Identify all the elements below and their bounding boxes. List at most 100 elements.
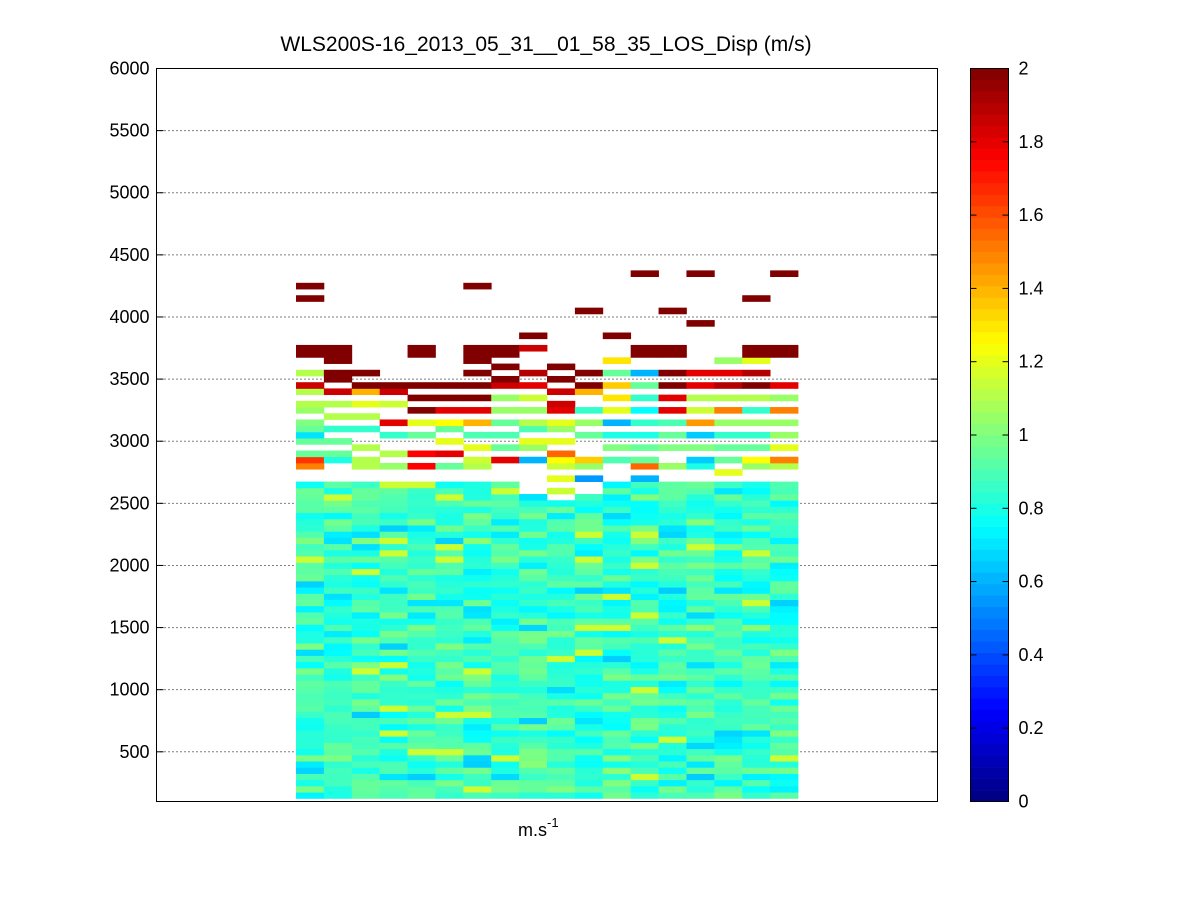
heatmap-cell — [547, 655, 576, 663]
heatmap-cell — [407, 494, 436, 501]
heatmap-cell — [351, 518, 381, 526]
heatmap-cell — [463, 785, 492, 793]
heatmap-cell — [658, 487, 687, 495]
heatmap-cell — [379, 680, 408, 687]
heatmap-cell — [519, 667, 548, 675]
heatmap-cell — [407, 686, 436, 694]
heatmap-cell — [351, 754, 381, 762]
heatmap-cell — [519, 525, 548, 532]
heatmap-cell — [770, 394, 799, 402]
heatmap-cell — [463, 761, 492, 768]
heatmap-cell — [351, 680, 381, 687]
heatmap-cell — [407, 549, 436, 557]
heatmap-cell — [770, 785, 799, 793]
heatmap-cell — [519, 761, 548, 768]
heatmap-cell — [547, 400, 576, 408]
heatmap-cell — [742, 295, 771, 302]
heatmap-cell — [547, 500, 576, 507]
heatmap-cell — [630, 382, 659, 389]
colorbar-segment — [970, 606, 1009, 619]
heatmap-cell — [379, 568, 408, 576]
heatmap-cell — [547, 630, 576, 638]
heatmap-cell — [351, 655, 381, 663]
y-tick-label: 1000 — [109, 680, 149, 700]
heatmap-cell — [658, 481, 687, 489]
heatmap-cell — [351, 369, 381, 377]
heatmap-cell — [686, 382, 715, 389]
heatmap-cell — [379, 736, 408, 743]
heatmap-cell — [602, 792, 632, 799]
heatmap-cell — [407, 624, 436, 632]
heatmap-cell — [630, 512, 659, 520]
heatmap-cell — [770, 692, 799, 700]
heatmap-cell — [574, 568, 604, 576]
heatmap-cell — [770, 792, 799, 799]
heatmap-cell — [519, 618, 548, 625]
heatmap-cell — [770, 580, 799, 588]
heatmap-cell — [491, 344, 520, 358]
heatmap-cell — [435, 506, 464, 514]
heatmap-cell — [574, 692, 604, 700]
heatmap-cell — [547, 779, 576, 787]
colorbar-ticks: 0 0.2 0.4 0.6 0.8 1 1.2 1.4 1.6 1.8 2 — [970, 59, 1044, 812]
heatmap-cell — [296, 500, 325, 507]
colorbar-segment — [970, 263, 1009, 275]
heatmap-cell — [602, 674, 632, 681]
heatmap-cell — [407, 723, 436, 731]
colorbar-segment — [970, 297, 1009, 310]
heatmap-cell — [463, 525, 492, 532]
heatmap-cell — [547, 692, 576, 700]
heatmap-cell — [463, 518, 492, 526]
heatmap-cell — [296, 636, 325, 644]
heatmap-cell — [742, 754, 771, 762]
heatmap-cell — [407, 506, 436, 514]
heatmap-cell — [351, 667, 381, 675]
heatmap-cell — [714, 643, 743, 650]
heatmap-cell — [714, 779, 743, 787]
heatmap-cell — [658, 568, 687, 576]
heatmap-cell — [296, 481, 325, 489]
heatmap-cell — [296, 425, 325, 433]
heatmap-cell — [770, 270, 799, 277]
heatmap-cell — [574, 730, 604, 737]
heatmap-cell — [296, 730, 325, 737]
colorbar-segment — [970, 549, 1009, 562]
heatmap-cell — [463, 742, 492, 750]
heatmap-cell — [630, 394, 659, 402]
heatmap-cell — [686, 494, 715, 501]
heatmap-cell — [658, 649, 687, 656]
heatmap-cell — [323, 587, 353, 594]
heatmap-cell — [351, 705, 381, 712]
heatmap-cell — [519, 705, 548, 712]
colorbar-segment — [970, 377, 1009, 390]
heatmap-cell — [630, 754, 659, 762]
heatmap-cell — [351, 730, 381, 737]
heatmap-cell — [407, 543, 436, 551]
heatmap-cell — [686, 754, 715, 762]
heatmap-cell — [296, 773, 325, 781]
heatmap-cell — [491, 661, 520, 669]
heatmap-cell — [686, 736, 715, 743]
heatmap-cell — [407, 655, 436, 663]
colorbar-segment — [970, 366, 1009, 379]
heatmap-cell — [351, 531, 381, 538]
heatmap-cell — [463, 773, 492, 781]
heatmap-cell — [714, 686, 743, 694]
heatmap-cell — [714, 394, 743, 402]
heatmap-cell — [296, 438, 325, 445]
heatmap-cell — [435, 525, 464, 532]
heatmap-cell — [296, 605, 325, 613]
heatmap-cell — [686, 785, 715, 793]
heatmap-cell — [296, 574, 325, 582]
heatmap-cell — [742, 568, 771, 576]
heatmap-cell — [296, 761, 325, 768]
heatmap-cell — [379, 580, 408, 588]
heatmap-cell — [574, 612, 604, 619]
heatmap-cell — [379, 494, 408, 501]
heatmap-cell — [463, 699, 492, 706]
heatmap-cell — [296, 692, 325, 700]
heatmap-cell — [770, 587, 799, 594]
heatmap-cell — [351, 624, 381, 632]
heatmap-cell — [463, 624, 492, 632]
